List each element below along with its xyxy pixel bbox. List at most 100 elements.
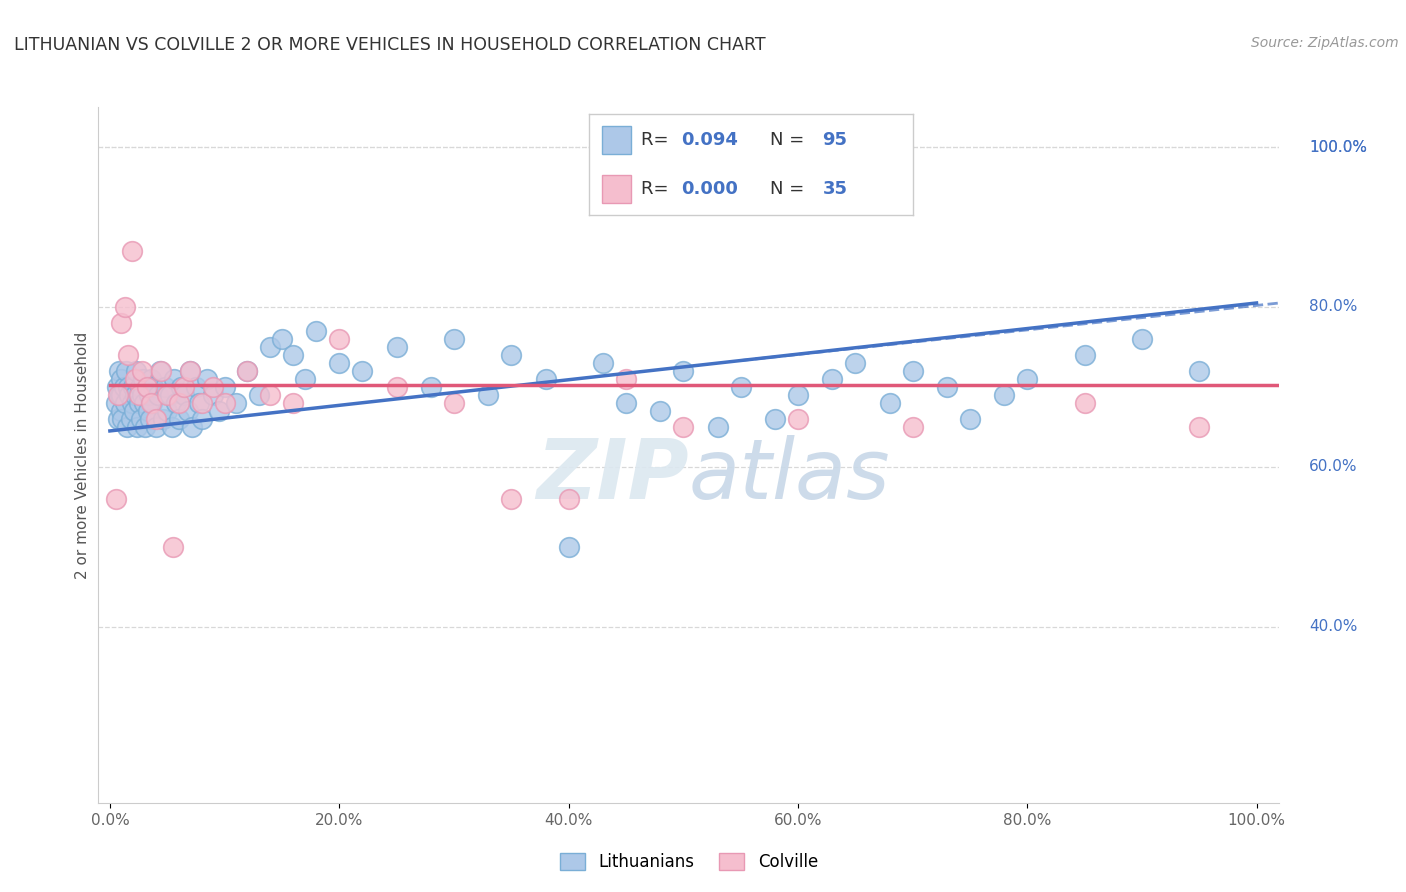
Point (128, 380, 150, 394)
Point (501, 491, 523, 506)
Point (163, 372, 186, 386)
Point (146, 388, 169, 402)
Point (650, 404, 672, 418)
Point (672, 420, 695, 434)
Point (121, 380, 143, 394)
Point (121, 244, 143, 258)
Point (167, 396, 190, 410)
Point (114, 396, 136, 410)
Point (614, 396, 637, 410)
Point (118, 388, 141, 402)
Point (128, 388, 150, 402)
Point (202, 380, 225, 394)
Point (501, 348, 523, 362)
Point (208, 404, 231, 418)
Point (131, 364, 153, 378)
Point (134, 396, 156, 410)
Point (149, 364, 172, 378)
Point (104, 396, 127, 410)
Point (672, 364, 695, 378)
Point (352, 364, 374, 378)
Point (124, 372, 146, 386)
Y-axis label: 2 or more Vehicles in Household: 2 or more Vehicles in Household (75, 331, 90, 579)
Point (959, 412, 981, 426)
Point (534, 372, 557, 386)
Point (135, 380, 157, 394)
Text: 80.0%: 80.0% (1309, 300, 1357, 315)
Point (107, 412, 129, 426)
Point (122, 404, 145, 418)
Point (127, 420, 149, 434)
Point (141, 372, 163, 386)
Point (132, 372, 155, 386)
Point (328, 332, 350, 346)
Text: 40.0%: 40.0% (1309, 619, 1357, 634)
Point (993, 388, 1015, 402)
Point (108, 364, 131, 378)
Point (763, 412, 786, 426)
Point (477, 388, 499, 402)
Point (259, 388, 281, 402)
Point (935, 380, 957, 394)
Point (614, 372, 637, 386)
Point (557, 491, 579, 506)
Point (1130, 332, 1153, 346)
Point (156, 388, 179, 402)
Point (901, 364, 924, 378)
Legend: Lithuanians, Colville: Lithuanians, Colville (554, 847, 824, 878)
Point (188, 396, 211, 410)
Point (173, 380, 195, 394)
Point (110, 316, 132, 330)
Point (420, 380, 443, 394)
Point (167, 412, 190, 426)
Point (150, 364, 173, 378)
Point (112, 380, 135, 394)
Point (115, 364, 138, 378)
Point (129, 412, 152, 426)
Point (153, 380, 176, 394)
Point (177, 404, 200, 418)
Point (443, 396, 465, 410)
Point (107, 388, 129, 402)
Point (195, 372, 218, 386)
Point (844, 356, 866, 370)
Point (190, 412, 212, 426)
Point (104, 491, 127, 506)
Point (184, 380, 207, 394)
Point (134, 420, 156, 434)
Point (117, 380, 139, 394)
Point (1188, 364, 1211, 378)
Point (128, 396, 150, 410)
Point (110, 404, 132, 418)
Point (557, 540, 579, 554)
Point (173, 388, 195, 402)
Point (156, 404, 179, 418)
Point (124, 388, 146, 402)
Point (114, 300, 136, 314)
Text: atlas: atlas (689, 435, 890, 516)
Point (283, 348, 305, 362)
Point (125, 364, 148, 378)
Point (1188, 420, 1211, 434)
Point (247, 388, 270, 402)
Point (108, 388, 131, 402)
Point (110, 372, 132, 386)
Point (131, 388, 153, 402)
Point (786, 388, 808, 402)
Point (136, 404, 159, 418)
Point (901, 420, 924, 434)
Point (190, 396, 212, 410)
Point (145, 420, 167, 434)
Point (170, 380, 193, 394)
Point (305, 324, 328, 338)
Point (592, 356, 614, 370)
Point (160, 420, 183, 434)
Point (1073, 396, 1095, 410)
Point (120, 412, 142, 426)
Point (117, 348, 139, 362)
Point (385, 340, 408, 354)
Point (141, 396, 163, 410)
Point (879, 396, 901, 410)
Text: 100.0%: 100.0% (1309, 139, 1367, 154)
Point (110, 388, 132, 402)
